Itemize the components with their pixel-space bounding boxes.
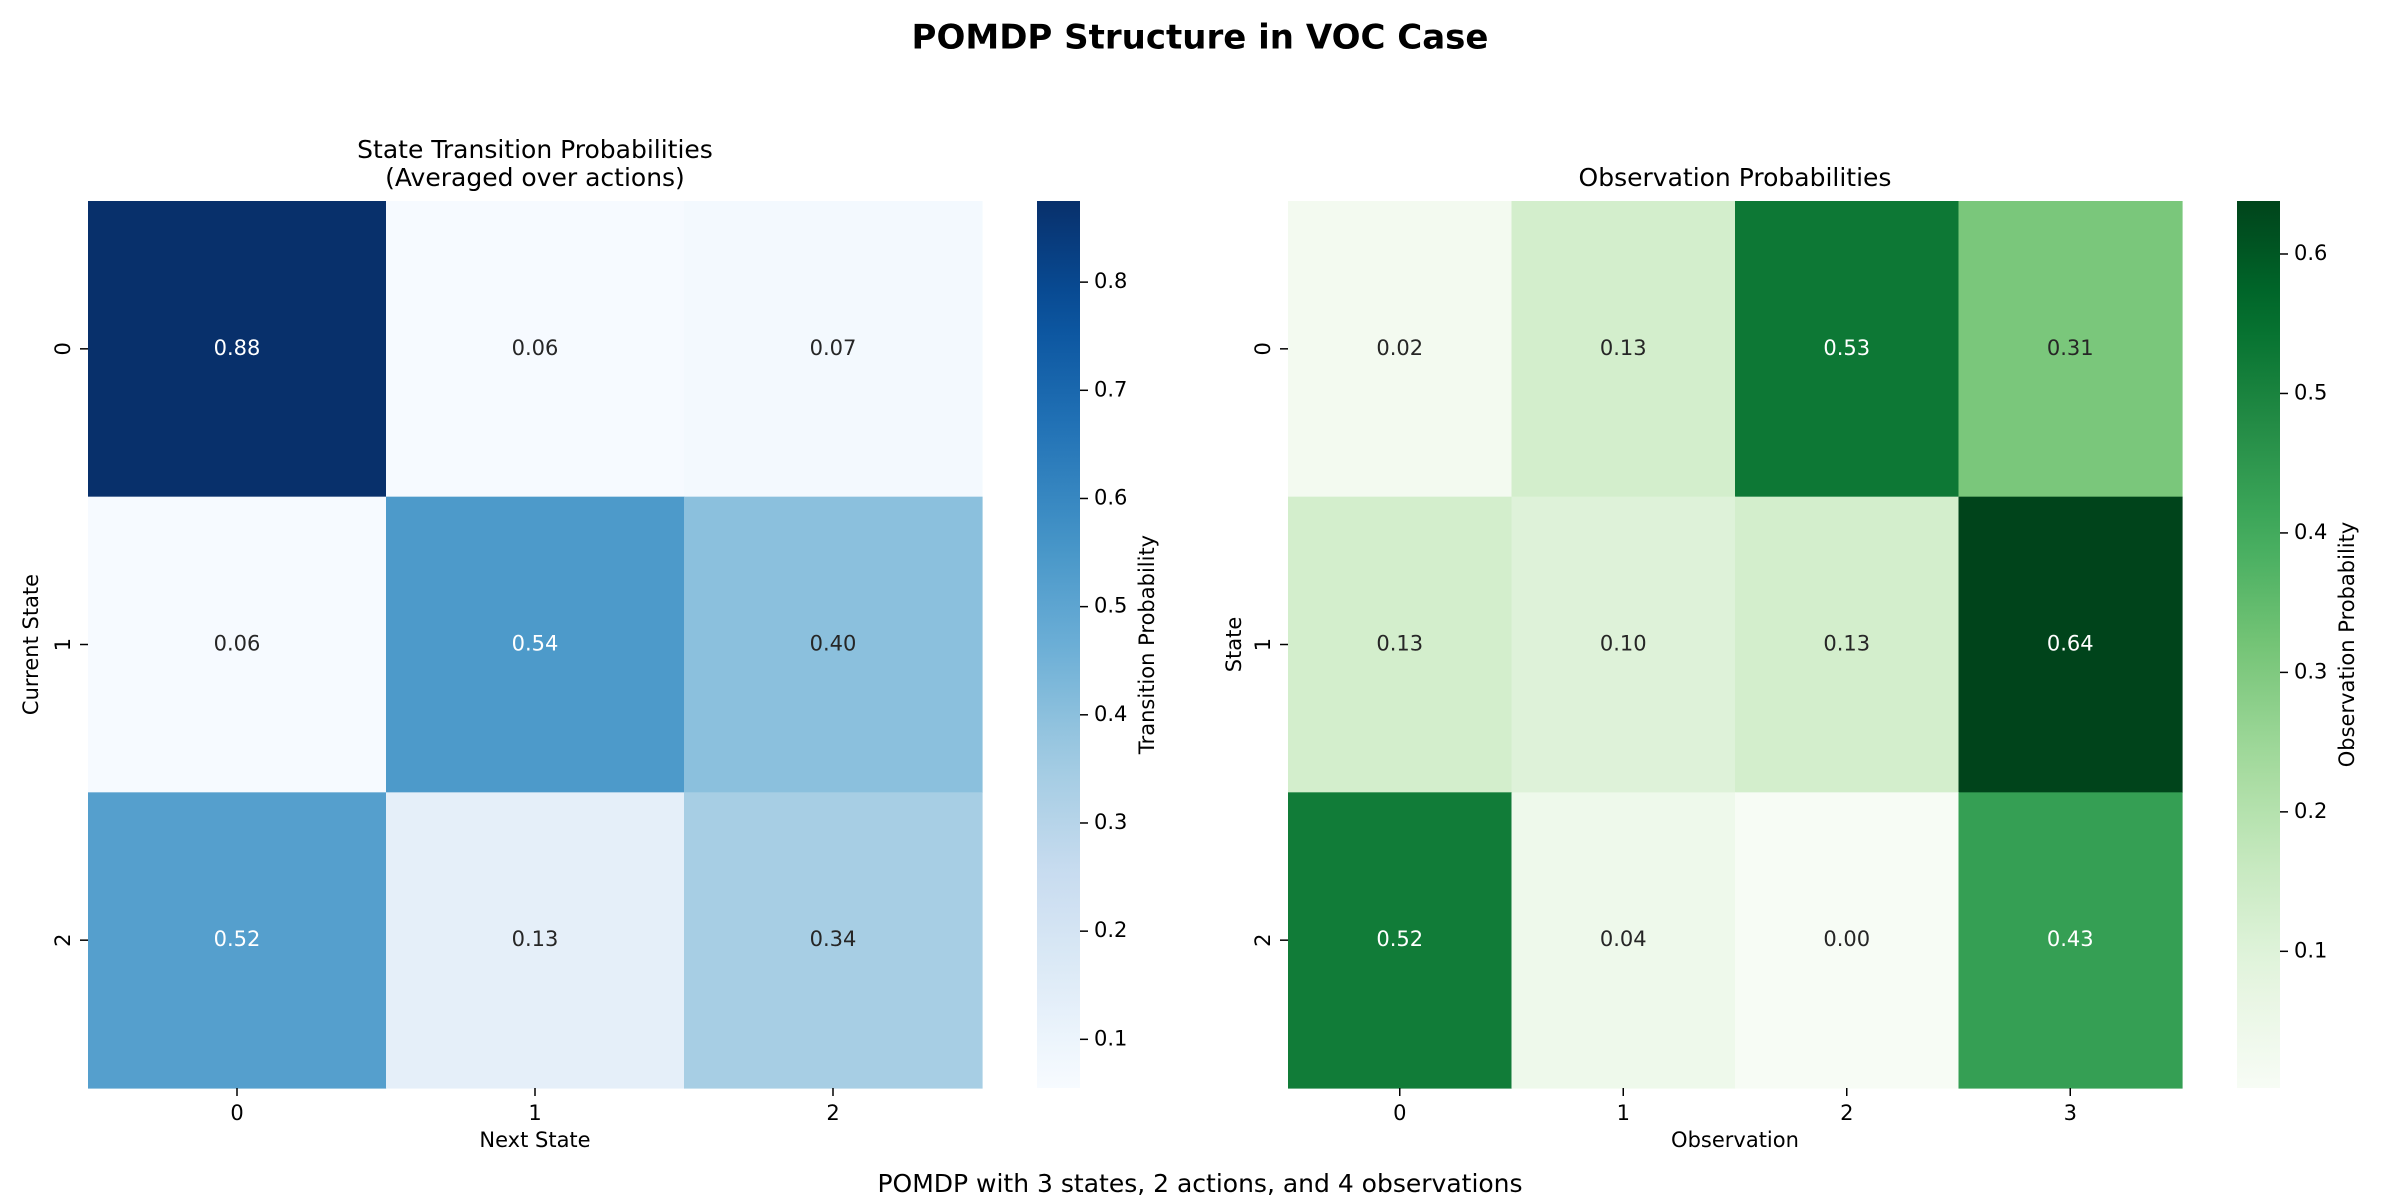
cell-value-label: 0.54 xyxy=(512,632,559,656)
heatmap-cell xyxy=(88,792,387,1089)
cell-value-label: 0.34 xyxy=(810,927,857,951)
colorbar-tick-label: 0.4 xyxy=(2294,520,2327,544)
panel-title: (Averaged over actions) xyxy=(385,163,685,192)
colorbar-label: Transition Probability xyxy=(1135,535,1159,755)
cell-value-label: 0.02 xyxy=(1376,336,1423,360)
y-axis-label: State xyxy=(1222,617,1246,673)
heatmap-cell xyxy=(1958,496,2183,793)
cell-value-label: 0.52 xyxy=(214,927,261,951)
colorbar-tick-label: 0.6 xyxy=(1094,485,1127,509)
heatmap-cell xyxy=(1735,201,1960,498)
colorbar-tick-label: 0.2 xyxy=(1094,918,1127,942)
colorbar-tick-label: 0.2 xyxy=(2294,799,2327,823)
x-tick-label: 3 xyxy=(2064,1101,2077,1125)
y-axis-label: Current State xyxy=(19,574,43,715)
heatmap-cell xyxy=(1288,792,1513,1089)
x-tick-label: 2 xyxy=(1840,1101,1853,1125)
colorbar-label: Observation Probability xyxy=(2335,522,2359,768)
colorbar-tick-label: 0.7 xyxy=(1094,377,1127,401)
cell-value-label: 0.10 xyxy=(1600,632,1647,656)
x-tick-label: 1 xyxy=(528,1101,541,1125)
heatmap-cell xyxy=(1511,792,1736,1089)
heatmap-cell xyxy=(386,792,685,1089)
cell-value-label: 0.64 xyxy=(2047,632,2094,656)
colorbar-tick-label: 0.1 xyxy=(1094,1026,1127,1050)
y-tick-label: 0 xyxy=(1251,342,1275,355)
heatmap-cell xyxy=(1958,792,2183,1089)
cell-value-label: 0.00 xyxy=(1823,927,1870,951)
figure-footer: POMDP with 3 states, 2 actions, and 4 ob… xyxy=(877,1169,1522,1198)
figure-title: POMDP Structure in VOC Case xyxy=(912,18,1489,58)
x-tick-label: 0 xyxy=(1393,1101,1406,1125)
cell-value-label: 0.13 xyxy=(1823,632,1870,656)
cell-value-label: 0.04 xyxy=(1600,927,1647,951)
y-tick-label: 2 xyxy=(1251,933,1275,946)
colorbar-tick-label: 0.3 xyxy=(2294,659,2327,683)
heatmap-cell xyxy=(88,201,387,498)
x-tick-label: 1 xyxy=(1617,1101,1630,1125)
cell-value-label: 0.52 xyxy=(1376,927,1423,951)
heatmap-panels: State Transition Probabilities(Averaged … xyxy=(19,135,2359,1152)
colorbar-tick-label: 0.4 xyxy=(1094,702,1127,726)
panel-title: State Transition Probabilities xyxy=(357,135,713,164)
cell-value-label: 0.31 xyxy=(2047,336,2094,360)
colorbar-tick-label: 0.1 xyxy=(2294,938,2327,962)
cell-value-label: 0.53 xyxy=(1823,336,1870,360)
colorbar xyxy=(1037,201,1080,1088)
heatmap-cell xyxy=(1288,201,1513,498)
heatmap-cell xyxy=(1735,792,1960,1089)
heatmap-cell xyxy=(684,792,983,1089)
cell-value-label: 0.13 xyxy=(1600,336,1647,360)
colorbar-tick-label: 0.3 xyxy=(1094,810,1127,834)
colorbar-tick-label: 0.5 xyxy=(2294,380,2327,404)
heatmap-cell xyxy=(1958,201,2183,498)
x-tick-label: 2 xyxy=(826,1101,839,1125)
heatmap-cell xyxy=(684,201,983,498)
y-tick-label: 1 xyxy=(51,638,75,651)
cell-value-label: 0.07 xyxy=(810,336,857,360)
cell-value-label: 0.88 xyxy=(214,336,261,360)
y-tick-label: 2 xyxy=(51,933,75,946)
cell-value-label: 0.06 xyxy=(214,632,261,656)
panel-title: Observation Probabilities xyxy=(1579,163,1892,192)
cell-value-label: 0.13 xyxy=(1376,632,1423,656)
colorbar xyxy=(2237,201,2280,1088)
heatmap-cell xyxy=(1511,201,1736,498)
cell-value-label: 0.40 xyxy=(810,632,857,656)
heatmap-cell xyxy=(386,496,685,793)
y-tick-label: 1 xyxy=(1251,638,1275,651)
heatmap-cell xyxy=(1735,496,1960,793)
heatmap-cell xyxy=(1288,496,1513,793)
colorbar-tick-label: 0.5 xyxy=(1094,594,1127,618)
y-tick-label: 0 xyxy=(51,342,75,355)
heatmap-cell xyxy=(386,201,685,498)
colorbar-tick-label: 0.6 xyxy=(2294,241,2327,265)
heatmap-cell xyxy=(684,496,983,793)
cell-value-label: 0.13 xyxy=(512,927,559,951)
x-tick-label: 0 xyxy=(230,1101,243,1125)
heatmap-cell xyxy=(1511,496,1736,793)
x-axis-label: Next State xyxy=(479,1128,590,1152)
heatmap-cell xyxy=(88,496,387,793)
x-axis-label: Observation xyxy=(1671,1128,1799,1152)
heatmap-0: State Transition Probabilities(Averaged … xyxy=(19,135,1159,1152)
colorbar-tick-label: 0.8 xyxy=(1094,269,1127,293)
cell-value-label: 0.43 xyxy=(2047,927,2094,951)
cell-value-label: 0.06 xyxy=(512,336,559,360)
